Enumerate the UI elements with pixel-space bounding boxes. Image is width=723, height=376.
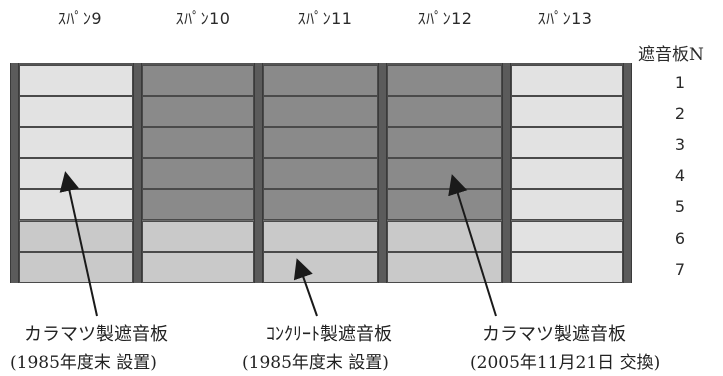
- post-2: [254, 63, 263, 283]
- row-number-3: 3: [674, 135, 686, 154]
- panel-span9-row7: [19, 251, 133, 283]
- panel-span13-row7: [511, 251, 623, 283]
- caption-larch-2005-title: カラマツ製遮音板: [482, 324, 626, 345]
- panel-span12-row3: [387, 127, 502, 159]
- arrow-span12: [448, 174, 497, 317]
- arrow-span9: [59, 171, 98, 317]
- panel-span10-row5: [142, 189, 254, 221]
- post-4: [502, 63, 511, 283]
- panel-span11-row4: [263, 158, 378, 190]
- span-10-label: ｽﾊﾟﾝ10: [175, 9, 231, 28]
- post-0: [10, 63, 19, 283]
- panel-span11-row5: [263, 189, 378, 221]
- post-1: [133, 63, 142, 283]
- panel-span13-row6: [511, 220, 623, 252]
- panel-span11-row6: [263, 220, 378, 252]
- panel-span13-row4: [511, 158, 623, 190]
- panel-number-header: 遮音板N: [638, 45, 704, 65]
- panel-span11-row1: [263, 65, 378, 97]
- caption-concrete-date: (1985年度末 設置): [242, 353, 389, 373]
- row-number-1: 1: [674, 73, 686, 92]
- post-3: [378, 63, 387, 283]
- arrow-span11: [293, 258, 318, 317]
- panel-span9-row1: [19, 65, 133, 97]
- span-9-label: ｽﾊﾟﾝ9: [57, 9, 103, 28]
- row-number-7: 7: [674, 260, 686, 279]
- row-number-4: 4: [674, 166, 686, 185]
- panel-span13-row5: [511, 189, 623, 221]
- caption-larch-1985-title: カラマツ製遮音板: [24, 324, 168, 345]
- span-12-label: ｽﾊﾟﾝ12: [417, 9, 473, 28]
- panel-span12-row5: [387, 189, 502, 221]
- caption-larch-1985-date: (1985年度末 設置): [10, 353, 157, 373]
- panel-span10-row3: [142, 127, 254, 159]
- row-number-2: 2: [674, 104, 686, 123]
- panel-span12-row4: [387, 158, 502, 190]
- panel-span11-row3: [263, 127, 378, 159]
- panel-span10-row2: [142, 96, 254, 128]
- panel-span13-row1: [511, 65, 623, 97]
- panel-span10-row4: [142, 158, 254, 190]
- panel-span10-row6: [142, 220, 254, 252]
- panel-span12-row1: [387, 65, 502, 97]
- panel-span12-row7: [387, 251, 502, 283]
- post-5: [623, 63, 632, 283]
- panel-span12-row2: [387, 96, 502, 128]
- caption-larch-2005-date: (2005年11月21日 交換): [470, 353, 661, 373]
- panel-span10-row1: [142, 65, 254, 97]
- panel-span13-row3: [511, 127, 623, 159]
- caption-concrete-title: ｺﾝｸﾘｰﾄ製遮音板: [266, 324, 392, 345]
- panel-span12-row6: [387, 220, 502, 252]
- panel-span13-row2: [511, 96, 623, 128]
- span-11-label: ｽﾊﾟﾝ11: [297, 9, 353, 28]
- row-number-6: 6: [674, 229, 686, 248]
- panel-span11-row2: [263, 96, 378, 128]
- row-number-5: 5: [674, 197, 686, 216]
- panel-span10-row7: [142, 251, 254, 283]
- panel-span11-row7: [263, 251, 378, 283]
- span-13-label: ｽﾊﾟﾝ13: [537, 9, 593, 28]
- panel-span9-row3: [19, 127, 133, 159]
- panel-span9-row2: [19, 96, 133, 128]
